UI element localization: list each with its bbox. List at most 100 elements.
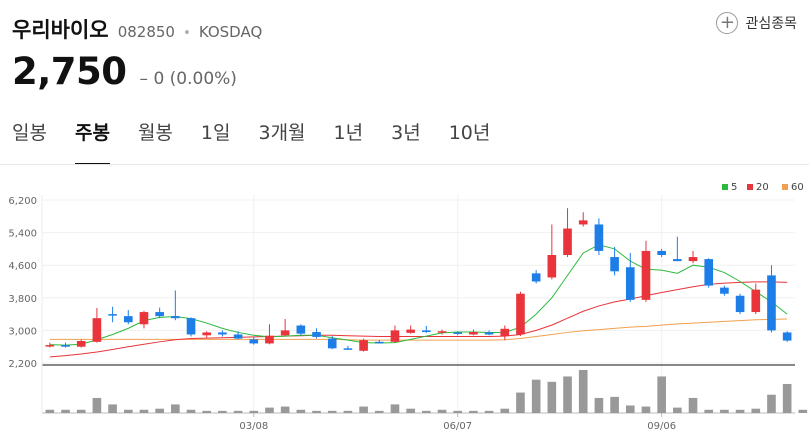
volume-bar <box>108 404 117 413</box>
legend-label: 5 <box>731 182 737 193</box>
tab-6[interactable]: 3년 <box>391 122 421 144</box>
candle-body <box>751 289 761 313</box>
volume-bar <box>280 406 290 413</box>
add-watchlist-button[interactable]: + 관심종목 <box>716 12 797 34</box>
volume-bar <box>202 410 212 413</box>
ma20-line <box>49 281 788 358</box>
volume-bar <box>437 409 447 413</box>
ma60-line <box>49 318 788 341</box>
volume-bar <box>76 409 86 413</box>
volume-bar <box>374 410 384 413</box>
candle-body <box>343 348 353 350</box>
volume-bar <box>798 409 808 413</box>
candle-body <box>108 314 117 316</box>
tab-2[interactable]: 월봉 <box>137 122 173 144</box>
y-tick-label: 5,400 <box>8 229 37 240</box>
volume-bar <box>186 409 196 413</box>
candle-body <box>657 250 666 256</box>
volume-bar <box>296 409 306 413</box>
candle-body <box>280 330 290 336</box>
tab-7[interactable]: 10년 <box>448 122 491 144</box>
candle-body <box>688 257 698 262</box>
volume-bar <box>751 408 761 413</box>
volume-bar <box>594 397 604 413</box>
volume-bar <box>767 394 776 413</box>
x-tick-label: 09/06 <box>647 421 676 432</box>
price-change: – 0 (0.00%) <box>140 69 237 89</box>
change-sign: – <box>139 69 149 89</box>
candle-body <box>469 332 478 335</box>
volume-bar <box>92 397 102 413</box>
candle-body <box>453 332 463 334</box>
candle-body <box>249 339 259 344</box>
candle-body <box>92 318 102 342</box>
tab-1[interactable]: 주봉 <box>74 118 110 165</box>
plus-icon: + <box>716 12 739 34</box>
stock-header: 우리바이오 082850 • KOSDAQ + 관심종목 <box>12 12 797 44</box>
y-tick-label: 4,600 <box>8 261 37 272</box>
tab-5[interactable]: 1년 <box>333 122 364 144</box>
volume-bar <box>45 409 55 413</box>
candle-body <box>516 293 525 335</box>
candle-body <box>61 345 70 347</box>
x-tick-label: 03/08 <box>239 421 268 432</box>
volume-bar <box>641 406 651 413</box>
volume-bar <box>233 410 243 413</box>
candle-body <box>202 332 212 336</box>
y-tick-label: 3,800 <box>8 294 37 305</box>
volume-bar <box>531 379 541 413</box>
tab-4[interactable]: 3개월 <box>258 122 306 144</box>
tab-0[interactable]: 일봉 <box>12 122 47 144</box>
candle-body <box>233 334 243 339</box>
x-tick-label: 06/07 <box>443 421 472 432</box>
legend-swatch <box>782 184 788 190</box>
legend-label: 60 <box>791 182 804 193</box>
volume-bar <box>453 410 463 413</box>
volume-bar <box>704 409 714 413</box>
stock-name: 우리바이오 <box>12 18 109 42</box>
candle-body <box>171 316 180 319</box>
volume-bar <box>516 392 525 413</box>
volume-bar <box>610 396 619 413</box>
volume-bar <box>249 410 259 413</box>
candle-body <box>312 332 321 337</box>
candle-body <box>123 316 133 323</box>
tab-3[interactable]: 1일 <box>200 122 231 144</box>
volume-bar <box>218 410 227 413</box>
candle-body <box>45 345 55 347</box>
candle-body <box>610 257 619 272</box>
volume-bar <box>123 409 133 413</box>
volume-bar <box>343 410 353 413</box>
volume-bar <box>61 409 70 413</box>
volume-bar <box>422 410 431 413</box>
legend-swatch <box>722 184 728 190</box>
volume-bar <box>782 383 792 413</box>
candle-body <box>186 318 196 335</box>
stock-code: 082850 <box>117 23 175 41</box>
candle-body <box>327 338 337 349</box>
candle-body <box>673 259 682 262</box>
volume-bar <box>657 376 666 413</box>
y-tick-label: 2,200 <box>8 359 37 370</box>
candle-body <box>422 330 431 333</box>
legend-label: 20 <box>756 182 769 193</box>
change-value: 0 (0.00%) <box>153 69 237 89</box>
candle-body <box>531 273 541 282</box>
candle-body <box>563 228 572 256</box>
candle-body <box>594 224 604 251</box>
volume-bar <box>735 409 745 413</box>
candle-body <box>265 335 274 344</box>
candle-body <box>437 331 447 333</box>
candle-body <box>374 341 384 344</box>
candle-body <box>782 332 792 341</box>
candle-body <box>359 340 368 351</box>
volume-bar <box>720 409 729 413</box>
volume-bar <box>547 381 557 413</box>
separator-dot: • <box>183 26 191 41</box>
tabs-divider <box>0 164 809 165</box>
y-tick-label: 6,200 <box>8 196 37 207</box>
volume-bar <box>139 409 149 413</box>
quote-row: 2,750 – 0 (0.00%) <box>12 50 237 93</box>
candle-body <box>296 325 306 334</box>
volume-bar <box>484 410 494 413</box>
